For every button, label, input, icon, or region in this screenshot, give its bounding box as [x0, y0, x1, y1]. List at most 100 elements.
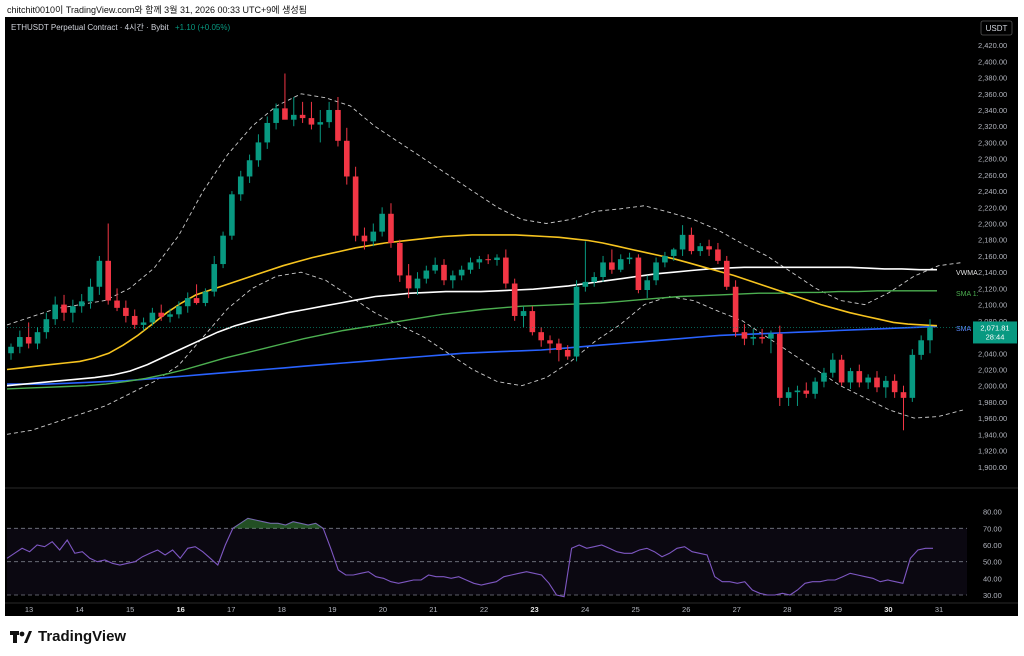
candle-body: [352, 176, 359, 236]
candle-body: [688, 234, 695, 252]
candle-body: [290, 114, 297, 120]
last-price-badge: [973, 321, 1017, 344]
candle-body: [423, 270, 430, 279]
last-price-label: 2,071.81: [980, 323, 1009, 332]
time-axis-label: 14: [75, 605, 83, 614]
currency-button[interactable]: [980, 20, 1013, 36]
price-tick-label: 2,220.00: [978, 203, 1007, 212]
time-axis-label: 27: [733, 605, 741, 614]
price-tick-label: 2,320.00: [978, 122, 1007, 131]
price-tick-label: 2,180.00: [978, 236, 1007, 245]
price-tick-label: 2,120.00: [978, 284, 1007, 293]
candle-body: [883, 380, 889, 388]
candle-body: [662, 255, 668, 263]
candle-body: [653, 262, 659, 281]
candle-body: [414, 278, 421, 289]
candle-body: [131, 315, 138, 325]
price-tick-label: 1,960.00: [978, 414, 1007, 423]
price-tick-label: 2,200.00: [978, 220, 1007, 229]
header-title: chitchit0010이 TradingView.com와 함께 3월 31,…: [7, 5, 307, 15]
vwma-white-line: [6, 266, 937, 387]
price-chart[interactable]: 2,420.00 2,400.00 2,380.00 2,360.00 2,340.00…: [5, 17, 1018, 616]
price-tick-label: 1,940.00: [978, 430, 1007, 439]
candle-body: [812, 381, 818, 394]
time-axis-label: 13: [25, 605, 33, 614]
candle-body: [768, 333, 774, 339]
candle-body: [715, 249, 721, 261]
candle-body: [326, 109, 332, 123]
candle-body: [255, 142, 262, 161]
candle-body: [821, 372, 827, 382]
candle-body: [803, 390, 810, 394]
footer: TradingView: [10, 628, 126, 645]
chart-frame[interactable]: 2,420.00 2,400.00 2,380.00 2,360.00 2,340.00…: [5, 17, 1018, 616]
candle-body: [8, 346, 14, 354]
candle-body: [556, 343, 562, 351]
countdown-label: 28:44: [986, 332, 1005, 341]
price-tick-label: 2,420.00: [978, 41, 1007, 50]
candle-body: [388, 213, 394, 243]
candle-body: [838, 359, 845, 383]
candle-body: [644, 280, 651, 291]
candle-body: [450, 275, 456, 281]
candle-body: [370, 231, 377, 242]
candle-body: [34, 332, 41, 344]
candle-body: [264, 122, 271, 143]
candle-body: [158, 312, 165, 317]
time-axis-label: 28: [783, 605, 791, 614]
bollinger-upper-line: [6, 93, 964, 326]
candle-body: [193, 298, 200, 303]
price-tick-label: 2,260.00: [978, 171, 1007, 180]
price-tick-label: 2,340.00: [978, 106, 1007, 115]
candle-body: [202, 291, 209, 303]
candle-body: [529, 311, 536, 333]
candle-body: [246, 160, 253, 177]
candle-body: [229, 194, 235, 236]
candle-body: [865, 377, 871, 383]
candle-body: [909, 354, 916, 398]
candle-body: [874, 377, 880, 388]
price-tick-label: 2,140.00: [978, 268, 1007, 277]
candle-body: [732, 286, 739, 333]
currency-label: USDT: [986, 24, 1008, 33]
candle-body: [140, 322, 147, 325]
time-axis-label: 30: [884, 605, 892, 614]
candle-body: [273, 108, 279, 123]
time-axis-label: 24: [581, 605, 589, 614]
tradingview-logo-icon: [10, 630, 32, 643]
price-tick-label: 2,380.00: [978, 74, 1007, 83]
candle-body: [582, 281, 589, 287]
time-axis-label: 21: [429, 605, 437, 614]
symbol-name: ETHUSDT Perpetual Contract · 4시간 · Bybit: [11, 22, 170, 32]
price-tick-label: 1,980.00: [978, 398, 1007, 407]
time-axis-label: 29: [834, 605, 842, 614]
candle-body: [776, 333, 783, 398]
candle-body: [547, 340, 553, 344]
candle-body: [697, 246, 704, 252]
time-axis-label: 19: [328, 605, 336, 614]
candle-body: [87, 286, 94, 302]
time-axis-label: 18: [278, 605, 286, 614]
candle-body: [626, 257, 633, 260]
candle-body: [794, 390, 801, 393]
price-tick-label: 2,020.00: [978, 365, 1007, 374]
price-tick-label: 2,240.00: [978, 187, 1007, 196]
candle-body: [891, 380, 898, 393]
rsi-tick-label: 30.00: [983, 591, 1002, 600]
bollinger-lower-line: [6, 271, 964, 435]
rsi-tick-label: 40.00: [983, 574, 1002, 583]
candle-body: [397, 242, 403, 276]
candle-body: [43, 319, 50, 333]
candle-body: [617, 259, 624, 270]
candle-body: [61, 304, 67, 313]
candle-body: [78, 301, 85, 307]
candle-body: [220, 235, 226, 265]
candle-body: [317, 122, 324, 125]
price-tick-label: 2,400.00: [978, 57, 1007, 66]
candle-body: [609, 262, 615, 270]
candle-body: [918, 340, 924, 355]
price-tick-label: 2,000.00: [978, 382, 1007, 391]
candle-body: [520, 311, 527, 316]
candle-body: [458, 269, 465, 276]
time-axis-label: 25: [631, 605, 639, 614]
